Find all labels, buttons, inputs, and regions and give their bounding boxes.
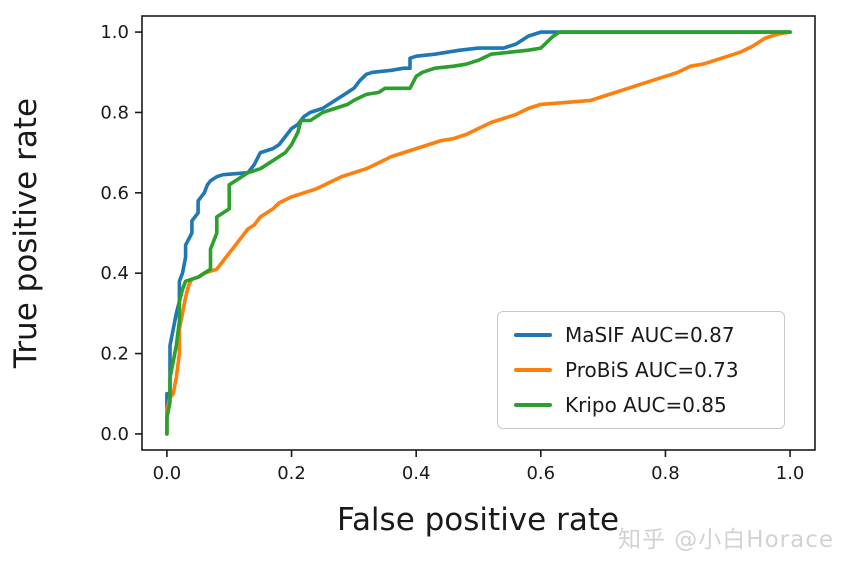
y-tick-label: 0.6 — [100, 183, 129, 204]
y-tick-label: 0.8 — [100, 102, 129, 123]
legend-label-probis: ProBiS AUC=0.73 — [565, 357, 739, 382]
x-tick-label: 1.0 — [776, 463, 805, 484]
x-tick-label: 0.8 — [651, 463, 680, 484]
watermark: 知乎 @小白Horace — [617, 527, 834, 553]
legend-line-masif-icon — [514, 333, 552, 338]
series-line-2 — [165, 30, 792, 436]
y-tick-label: 0.0 — [100, 424, 129, 445]
legend-line-kripo-icon — [514, 402, 552, 407]
x-tick-label: 0.0 — [153, 463, 182, 484]
legend-entry-probis: ProBiS AUC=0.73 — [514, 358, 774, 382]
y-tick-label: 0.2 — [100, 344, 129, 365]
x-axis-label: False positive rate — [337, 502, 619, 538]
series-line-0 — [165, 30, 792, 436]
y-axis-label: True positive rate — [8, 98, 44, 369]
x-tick-label: 0.2 — [277, 463, 306, 484]
legend-line-probis-icon — [514, 367, 552, 372]
axes-frame — [141, 15, 816, 451]
y-tick-label: 1.0 — [100, 22, 129, 43]
legend-entry-masif: MaSIF AUC=0.87 — [514, 323, 774, 347]
legend-entry-kripo: Kripo AUC=0.85 — [514, 393, 774, 417]
y-tick-label: 0.4 — [100, 263, 129, 284]
legend-label-kripo: Kripo AUC=0.85 — [565, 392, 727, 417]
x-tick-label: 0.6 — [526, 463, 555, 484]
x-tick-label: 0.4 — [402, 463, 431, 484]
legend: MaSIF AUC=0.87 ProBiS AUC=0.73 Kripo AUC… — [497, 311, 785, 429]
legend-label-masif: MaSIF AUC=0.87 — [565, 323, 735, 348]
